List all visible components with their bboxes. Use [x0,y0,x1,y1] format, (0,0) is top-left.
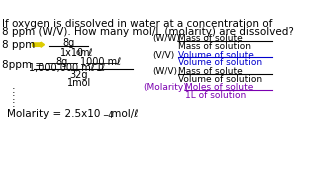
Text: 1000 mℓ: 1000 mℓ [80,57,122,68]
Text: If oxygen is dissolved in water at a concentration of: If oxygen is dissolved in water at a con… [2,19,272,29]
Text: 8 ppm: 8 ppm [2,40,35,50]
Text: 1L of solution: 1L of solution [185,91,246,100]
Text: 1mol: 1mol [67,78,91,88]
Text: (W/V): (W/V) [152,67,177,76]
Text: −4: −4 [102,111,113,120]
Text: 1,000,000 mℓ: 1,000,000 mℓ [29,64,94,73]
Text: (Molarity): (Molarity) [144,83,188,92]
Text: Moles of solute: Moles of solute [185,83,253,92]
Text: :: : [12,99,16,109]
Text: Molarity = 2.5x10: Molarity = 2.5x10 [7,109,100,119]
Text: 32g: 32g [69,70,88,80]
Text: 1x10: 1x10 [60,48,84,58]
Text: Mass of solution: Mass of solution [178,42,251,51]
Text: Volume of solution: Volume of solution [178,58,262,67]
Text: 8 ppm (W/V). How many mol/L (molarity) are dissolved?: 8 ppm (W/V). How many mol/L (molarity) a… [2,27,293,37]
Text: :: : [12,92,16,102]
Text: 8ppm =: 8ppm = [2,60,44,70]
Text: 6: 6 [75,50,80,56]
Text: (W/W): (W/W) [152,34,180,43]
Text: mℓ: mℓ [80,48,93,58]
Text: Volume of solute: Volume of solute [178,51,254,60]
Text: Mass of solute: Mass of solute [178,67,243,76]
FancyArrow shape [33,42,44,47]
Text: 8g: 8g [62,38,75,48]
Text: (V/V): (V/V) [152,51,174,60]
Text: 8g: 8g [55,57,68,68]
Text: Mass of solute: Mass of solute [178,34,243,43]
Text: mol/ℓ: mol/ℓ [108,109,138,119]
Text: :: : [12,85,16,95]
Text: 1ℓ: 1ℓ [96,64,106,73]
Text: Volume of solution: Volume of solution [178,75,262,84]
